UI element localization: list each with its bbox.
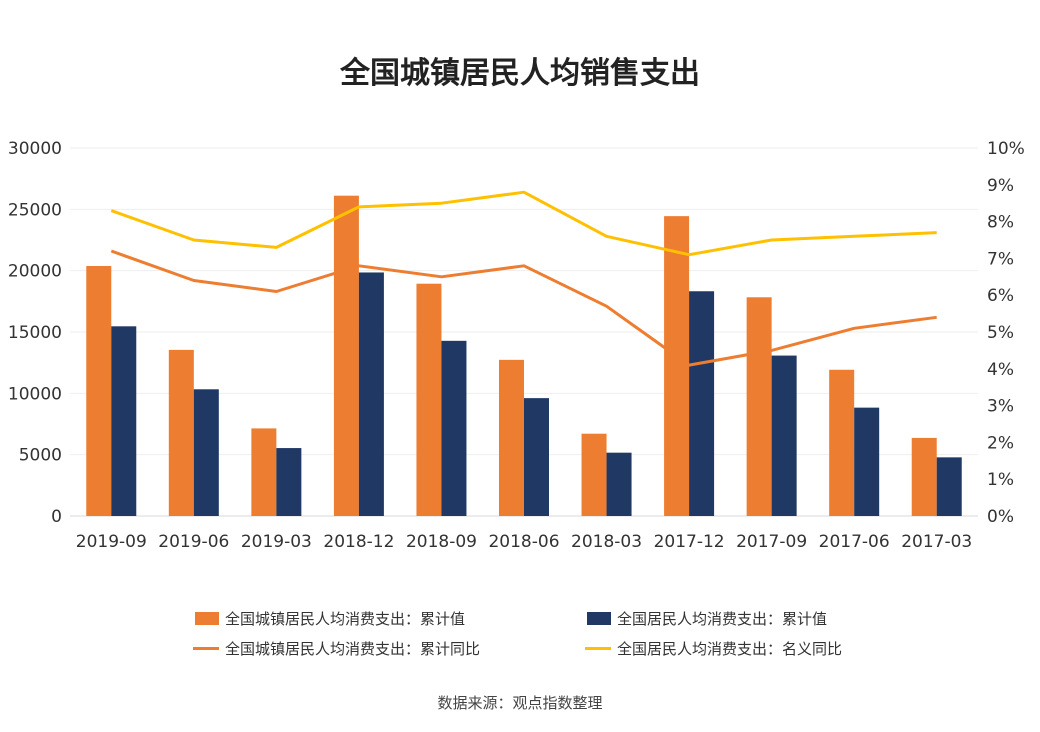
x-tick-label: 2017-06 — [819, 532, 890, 552]
legend: 全国城镇居民人均消费支出：累计值 全国居民人均消费支出：累计值 全国城镇居民人均… — [0, 600, 1040, 670]
bar-urban-cumulative — [251, 428, 277, 516]
bar-urban-cumulative — [168, 349, 194, 516]
bar-national-cumulative — [276, 448, 302, 516]
bar-national-cumulative — [441, 340, 467, 516]
bar-national-cumulative — [111, 326, 137, 516]
legend-item-national-nominal-yoy[interactable]: 全国居民人均消费支出：名义同比 — [585, 638, 842, 659]
bar-urban-cumulative — [664, 216, 690, 516]
chart-plot: 0 5000 10000 15000 20000 25000 30000 0% 1% 2% 3% 4%… — [8, 139, 1025, 552]
legend-swatch-orange-bar — [195, 612, 219, 625]
legend-item-urban-cumulative[interactable]: 全国城镇居民人均消费支出：累计值 — [195, 608, 465, 629]
y-right-tick-label: 8% — [987, 213, 1014, 233]
legend-label: 全国居民人均消费支出：累计值 — [617, 610, 828, 628]
legend-label: 全国城镇居民人均消费支出：累计值 — [225, 610, 466, 628]
x-tick-label: 2017-12 — [654, 532, 725, 552]
y-right-tick-label: 3% — [987, 397, 1014, 417]
line-national-nominal-yoy — [110, 190, 937, 257]
bar-national-cumulative — [524, 398, 549, 516]
legend-swatch-orange-line — [193, 647, 219, 650]
x-tick-label: 2017-03 — [901, 532, 972, 552]
y-left-tick-label: 5000 — [19, 446, 62, 466]
y-left-tick-label: 25000 — [8, 200, 62, 220]
legend-label: 全国居民人均消费支出：名义同比 — [617, 640, 843, 658]
bar-urban-cumulative — [581, 433, 607, 516]
x-tick-label: 2018-12 — [323, 532, 394, 552]
y-right-tick-label: 7% — [987, 249, 1014, 269]
bar-national-cumulative — [771, 355, 797, 516]
y-right-tick-label: 2% — [987, 433, 1014, 453]
y-right-tick-label: 5% — [987, 323, 1014, 343]
x-tick-label: 2018-09 — [406, 532, 477, 552]
y-left-tick-label: 10000 — [8, 384, 62, 404]
bar-national-cumulative — [606, 452, 632, 516]
bar-national-cumulative — [936, 457, 962, 516]
bar-national-cumulative — [193, 389, 219, 516]
legend-item-national-cumulative[interactable]: 全国居民人均消费支出：累计值 — [587, 608, 827, 629]
y-right-tick-label: 6% — [987, 286, 1014, 306]
y-left-tick-label: 20000 — [8, 262, 62, 282]
y-left-tick-label: 15000 — [8, 323, 62, 343]
y-right-tick-label: 4% — [987, 360, 1014, 380]
bar-national-cumulative — [854, 407, 880, 516]
bar-national-cumulative — [689, 291, 715, 516]
x-tick-label: 2018-06 — [488, 532, 559, 552]
x-tick-label: 2018-03 — [571, 532, 642, 552]
legend-swatch-yellow-line — [585, 647, 611, 650]
legend-item-urban-yoy[interactable]: 全国城镇居民人均消费支出：累计同比 — [193, 638, 480, 659]
y-right-tick-label: 0% — [987, 507, 1014, 527]
bar-urban-cumulative — [499, 359, 524, 516]
bar-urban-cumulative — [829, 369, 855, 516]
bar-national-cumulative — [358, 272, 384, 516]
y-left-tick-label: 30000 — [8, 139, 62, 159]
x-tick-label: 2017-09 — [736, 532, 807, 552]
legend-label: 全国城镇居民人均消费支出：累计同比 — [225, 640, 481, 658]
source-note: 数据来源：观点指数整理 — [437, 694, 603, 712]
bar-urban-cumulative — [333, 195, 359, 516]
legend-swatch-navy-bar — [587, 612, 611, 625]
bar-urban-cumulative — [86, 266, 112, 516]
y-right-tick-label: 9% — [987, 176, 1014, 196]
line-urban-yoy — [110, 249, 937, 367]
chart-title: 全国城镇居民人均销售支出 — [340, 56, 700, 91]
x-tick-label: 2019-09 — [76, 532, 147, 552]
bar-urban-cumulative — [911, 437, 937, 516]
y-right-tick-label: 10% — [987, 139, 1025, 159]
x-tick-label: 2019-03 — [241, 532, 312, 552]
x-tick-label: 2019-06 — [158, 532, 229, 552]
y-right-tick-label: 1% — [987, 470, 1014, 490]
bar-urban-cumulative — [416, 283, 442, 516]
bar-urban-cumulative — [746, 297, 772, 516]
y-left-tick-label: 0 — [51, 507, 62, 527]
